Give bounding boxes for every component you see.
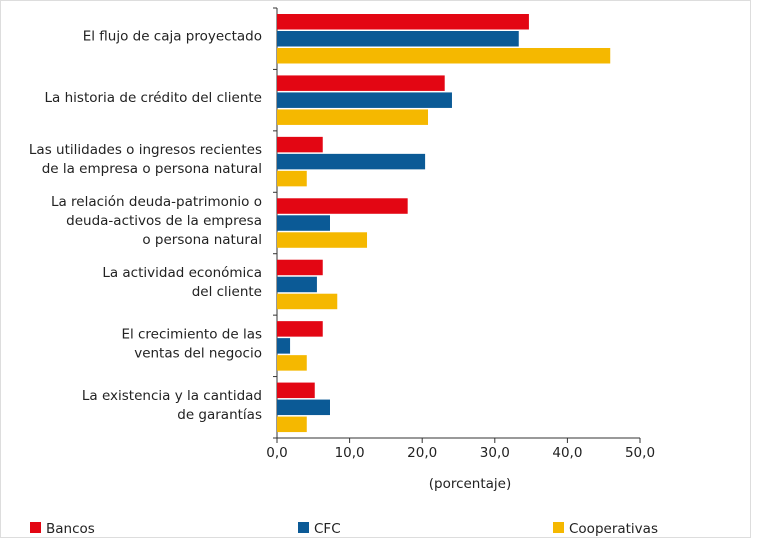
y-tick-label: o persona natural	[142, 232, 262, 248]
y-tick-label: La existencia y la cantidad	[82, 388, 262, 404]
y-tick-label: La relación deuda-patrimonio o	[51, 194, 262, 210]
bar	[277, 198, 408, 214]
legend-label: CFC	[314, 521, 341, 537]
y-tick-label: La actividad económica	[102, 265, 262, 281]
bar	[277, 293, 338, 310]
y-tick-label: La historia de crédito del cliente	[45, 90, 262, 106]
x-tick-label: 40,0	[552, 445, 582, 461]
x-tick-label: 0,0	[266, 445, 287, 461]
y-tick-label: deuda-activos de la empresa	[66, 213, 262, 229]
y-tick-label: El flujo de caja proyectado	[83, 29, 262, 45]
bar	[277, 399, 330, 416]
legend-swatch	[298, 522, 309, 533]
bar	[277, 170, 307, 187]
x-axis-label: (porcentaje)	[429, 476, 512, 492]
bar	[277, 109, 429, 125]
bar	[277, 321, 323, 337]
y-tick-label: ventas del negocio	[134, 345, 262, 361]
bar	[277, 136, 323, 153]
x-tick-label: 30,0	[480, 445, 510, 461]
bar	[277, 338, 291, 354]
legend-label: Bancos	[46, 521, 95, 537]
bar	[277, 92, 452, 108]
bar	[277, 75, 445, 91]
bar	[277, 355, 307, 371]
y-tick-label: del cliente	[192, 284, 262, 300]
bar	[277, 31, 519, 47]
y-tick-label: Las utilidades o ingresos recientes	[29, 142, 262, 158]
legend-swatch	[30, 522, 41, 533]
bar	[277, 215, 330, 231]
bar	[277, 48, 611, 64]
x-tick-label: 50,0	[625, 445, 655, 461]
legend-label: Cooperativas	[569, 521, 658, 537]
bar	[277, 14, 529, 30]
bar	[277, 276, 317, 293]
y-tick-label: de la empresa o persona natural	[42, 161, 262, 177]
bar	[277, 153, 426, 170]
y-tick-label: de garantías	[177, 407, 262, 423]
bar	[277, 416, 307, 433]
bar	[277, 259, 323, 276]
legend-swatch	[553, 522, 564, 533]
bar	[277, 232, 368, 248]
x-tick-label: 10,0	[335, 445, 365, 461]
y-tick-label: El crecimiento de las	[121, 326, 262, 342]
bar	[277, 382, 315, 399]
x-tick-label: 20,0	[407, 445, 437, 461]
